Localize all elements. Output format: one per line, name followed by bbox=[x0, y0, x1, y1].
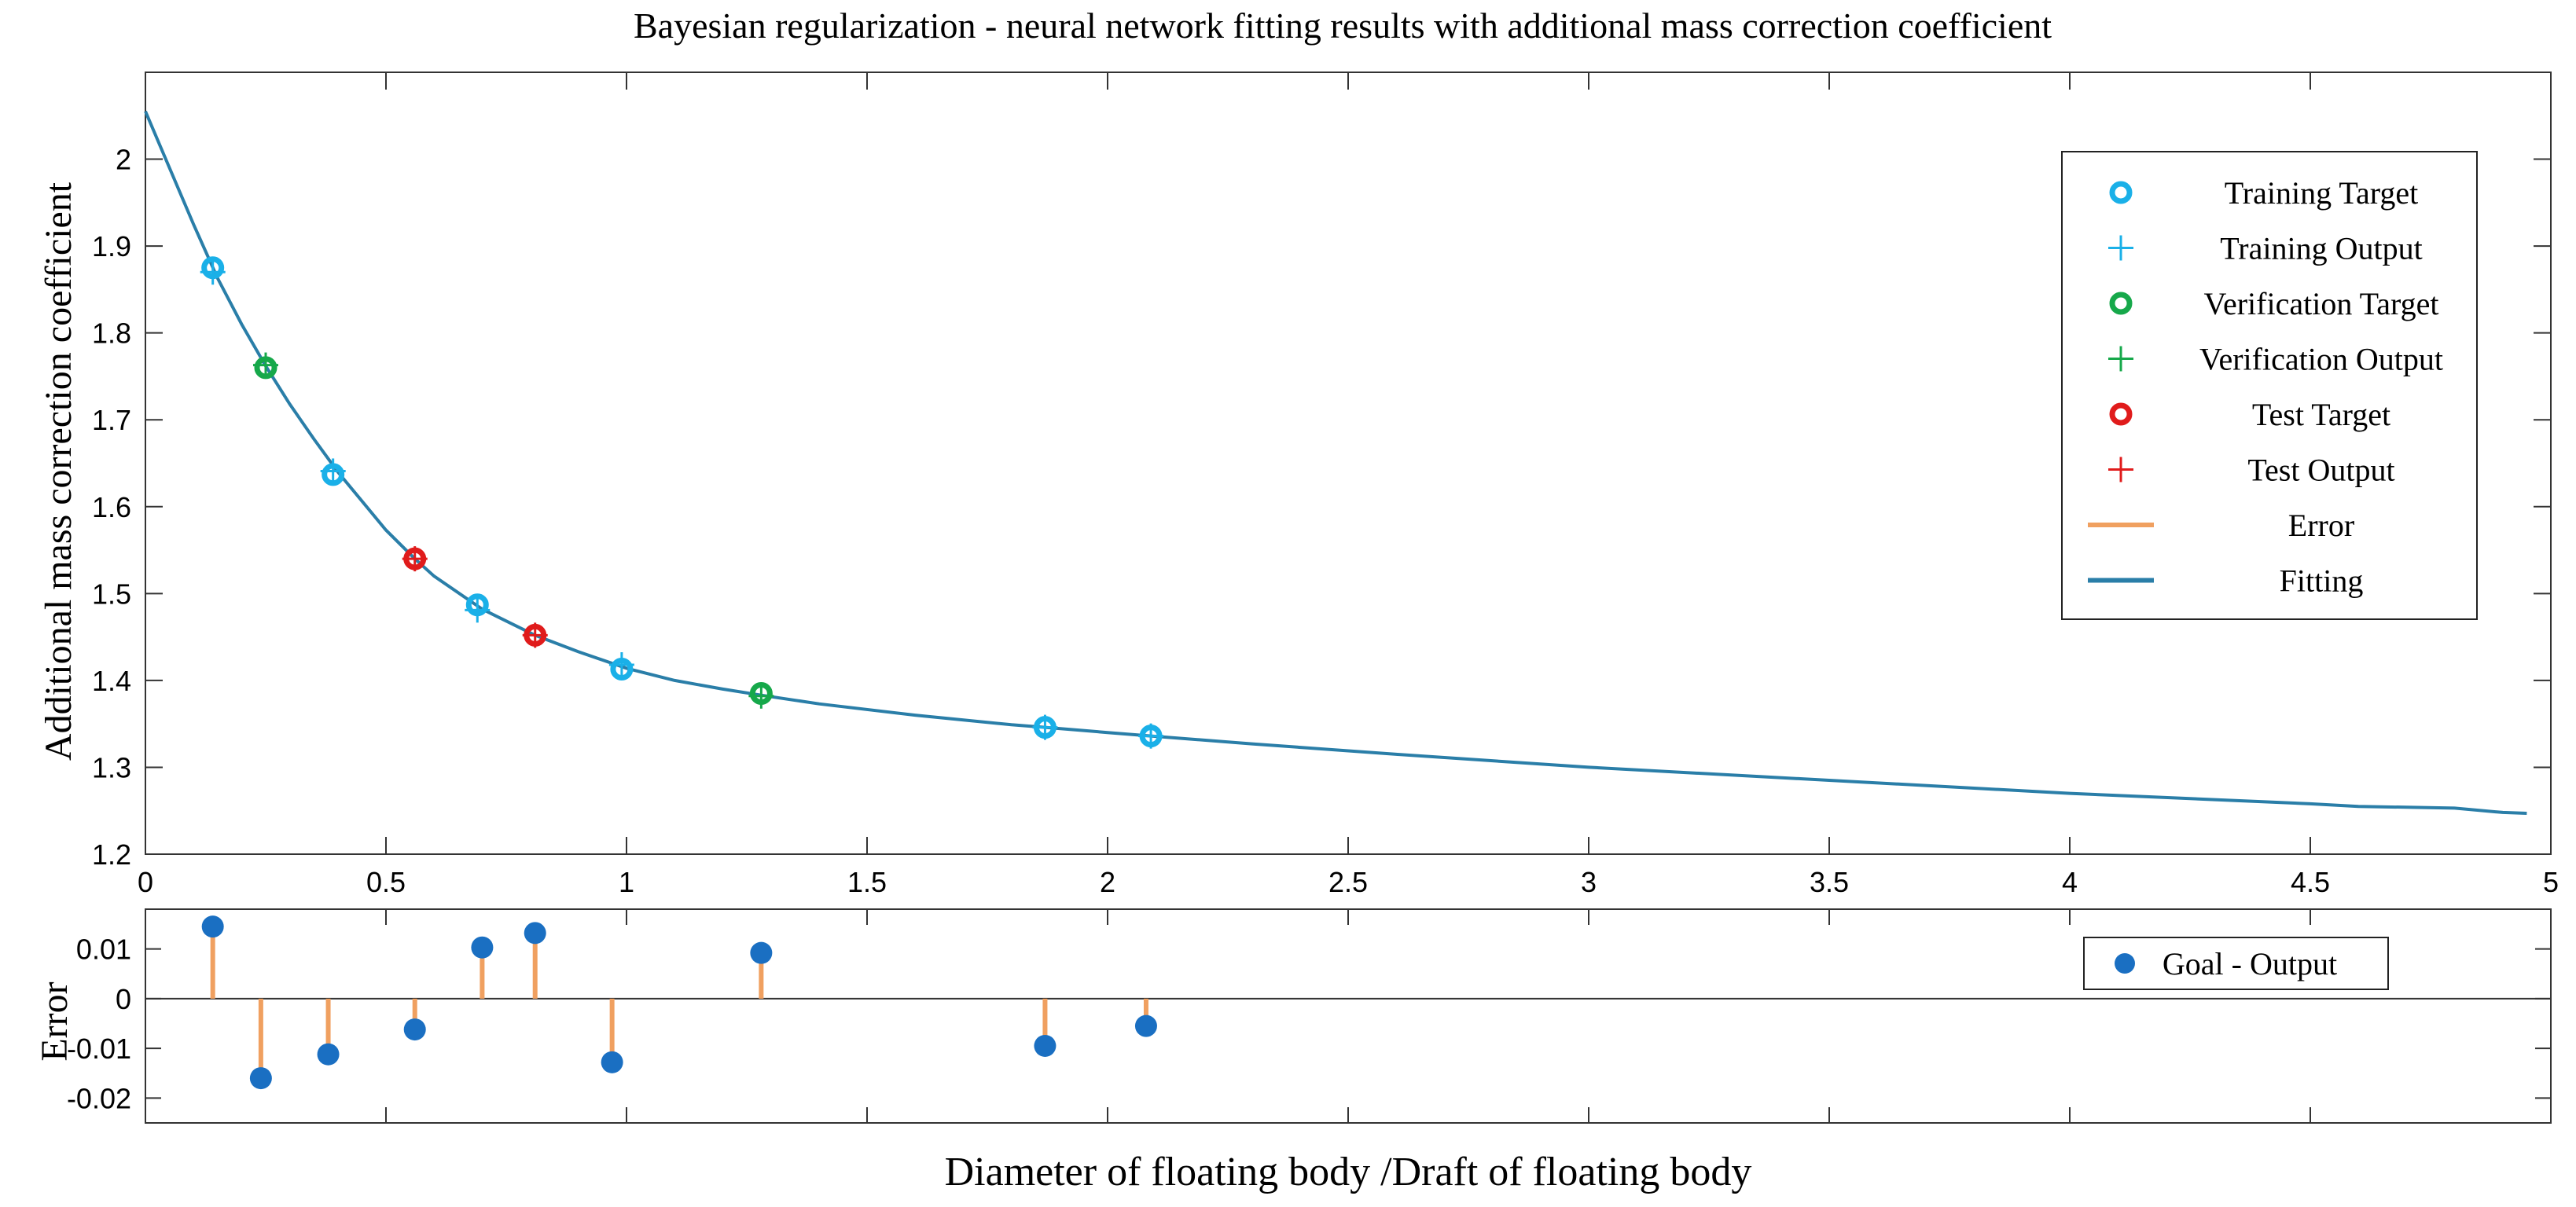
legend-test-target-label: Test Target bbox=[2252, 397, 2390, 432]
error-point bbox=[403, 1018, 426, 1041]
main-y-axis-label: Additional mass correction coefficient bbox=[38, 182, 79, 761]
x-axis-label: Diameter of floating body /Draft of floa… bbox=[945, 1150, 1752, 1194]
y-tick-label: 1.4 bbox=[92, 665, 131, 697]
main-x-axis: 0 0.5 1 1.5 2 2.5 3 3.5 4 4.5 5 bbox=[138, 72, 2559, 898]
x-tick-label: 0 bbox=[138, 866, 153, 898]
legend-verification-target-marker bbox=[2109, 292, 2133, 315]
chart-title: Bayesian regularization - neural network… bbox=[634, 6, 2052, 46]
y-tick-label: 1.9 bbox=[92, 230, 131, 262]
fitting-curve bbox=[144, 110, 2527, 815]
legend-training-output-marker bbox=[2108, 235, 2133, 261]
error-point bbox=[524, 922, 546, 945]
x-tick-label: 1.5 bbox=[847, 866, 887, 898]
y-tick-label: 1.6 bbox=[92, 491, 131, 523]
error-point bbox=[249, 1067, 272, 1090]
error-y-axis-label: Error bbox=[34, 981, 75, 1061]
error-y-tick-label: -0.02 bbox=[67, 1082, 131, 1114]
x-tick-label: 2.5 bbox=[1328, 866, 1368, 898]
legend-training-target-label: Training Target bbox=[2225, 175, 2418, 211]
y-tick-label: 2 bbox=[116, 144, 131, 176]
x-tick-label: 4 bbox=[2062, 866, 2078, 898]
error-legend: Goal - Output bbox=[2083, 937, 2389, 990]
error-point bbox=[1034, 1034, 1056, 1057]
x-tick-label: 3.5 bbox=[1810, 866, 1849, 898]
test-output-point bbox=[522, 622, 548, 648]
legend-fitting-label: Fitting bbox=[2280, 563, 2364, 599]
legend-test-output-marker bbox=[2108, 457, 2133, 482]
legend-verification-target-label: Verification Target bbox=[2204, 286, 2439, 321]
x-tick-label: 1 bbox=[619, 866, 634, 898]
main-y-axis: 1.2 1.3 1.4 1.5 1.6 1.7 1.8 1.9 2 bbox=[92, 144, 2551, 871]
x-tick-label: 0.5 bbox=[366, 866, 406, 898]
y-tick-label: 1.8 bbox=[92, 317, 131, 350]
training-output-point bbox=[465, 597, 491, 623]
training-output-point bbox=[200, 259, 226, 285]
error-point bbox=[471, 936, 494, 959]
legend-error-label: Error bbox=[2288, 508, 2354, 543]
error-point bbox=[317, 1043, 340, 1066]
error-y-tick-label: 0 bbox=[116, 983, 131, 1015]
error-x-axis bbox=[145, 909, 2552, 1123]
error-y-axis: -0.02 -0.01 0 0.01 bbox=[67, 934, 2551, 1114]
error-point bbox=[1134, 1014, 1157, 1037]
x-tick-label: 2 bbox=[1100, 866, 1115, 898]
legend-test-target-marker bbox=[2109, 402, 2133, 426]
error-legend-label: Goal - Output bbox=[2163, 946, 2337, 981]
verification-output-point bbox=[748, 683, 774, 709]
y-tick-label: 1.7 bbox=[92, 404, 131, 436]
x-tick-label: 3 bbox=[1581, 866, 1597, 898]
error-y-tick-label: 0.01 bbox=[76, 934, 131, 966]
training-output-point bbox=[1032, 714, 1058, 740]
x-tick-label: 5 bbox=[2543, 866, 2559, 898]
y-tick-label: 1.3 bbox=[92, 751, 131, 783]
error-plot: -0.02 -0.01 0 0.01 Error bbox=[34, 908, 2552, 1124]
error-series-layer bbox=[201, 915, 1157, 1090]
verification-output-point bbox=[253, 352, 278, 378]
main-series-layer bbox=[144, 110, 2527, 815]
legend-training-target-marker bbox=[2109, 181, 2133, 204]
y-tick-label: 1.5 bbox=[92, 578, 131, 610]
legend-verification-output-marker bbox=[2108, 346, 2133, 372]
legend-verification-output-label: Verification Output bbox=[2199, 342, 2443, 377]
main-legend: Training Target Training Output Verificati… bbox=[2061, 151, 2478, 620]
legend-training-output-label: Training Output bbox=[2220, 231, 2422, 266]
x-tick-label: 4.5 bbox=[2291, 866, 2330, 898]
training-output-point bbox=[320, 458, 346, 484]
main-legend-box bbox=[2061, 151, 2478, 620]
error-legend-marker bbox=[2115, 953, 2135, 974]
error-point bbox=[201, 915, 224, 938]
error-point bbox=[750, 941, 773, 964]
training-output-point bbox=[1138, 723, 1164, 749]
y-tick-label: 1.2 bbox=[92, 838, 131, 871]
test-output-point bbox=[402, 546, 428, 572]
training-output-point bbox=[608, 651, 634, 677]
error-point bbox=[601, 1051, 623, 1073]
legend-test-output-label: Test Output bbox=[2247, 453, 2394, 488]
error-y-tick-label: -0.01 bbox=[67, 1033, 131, 1065]
